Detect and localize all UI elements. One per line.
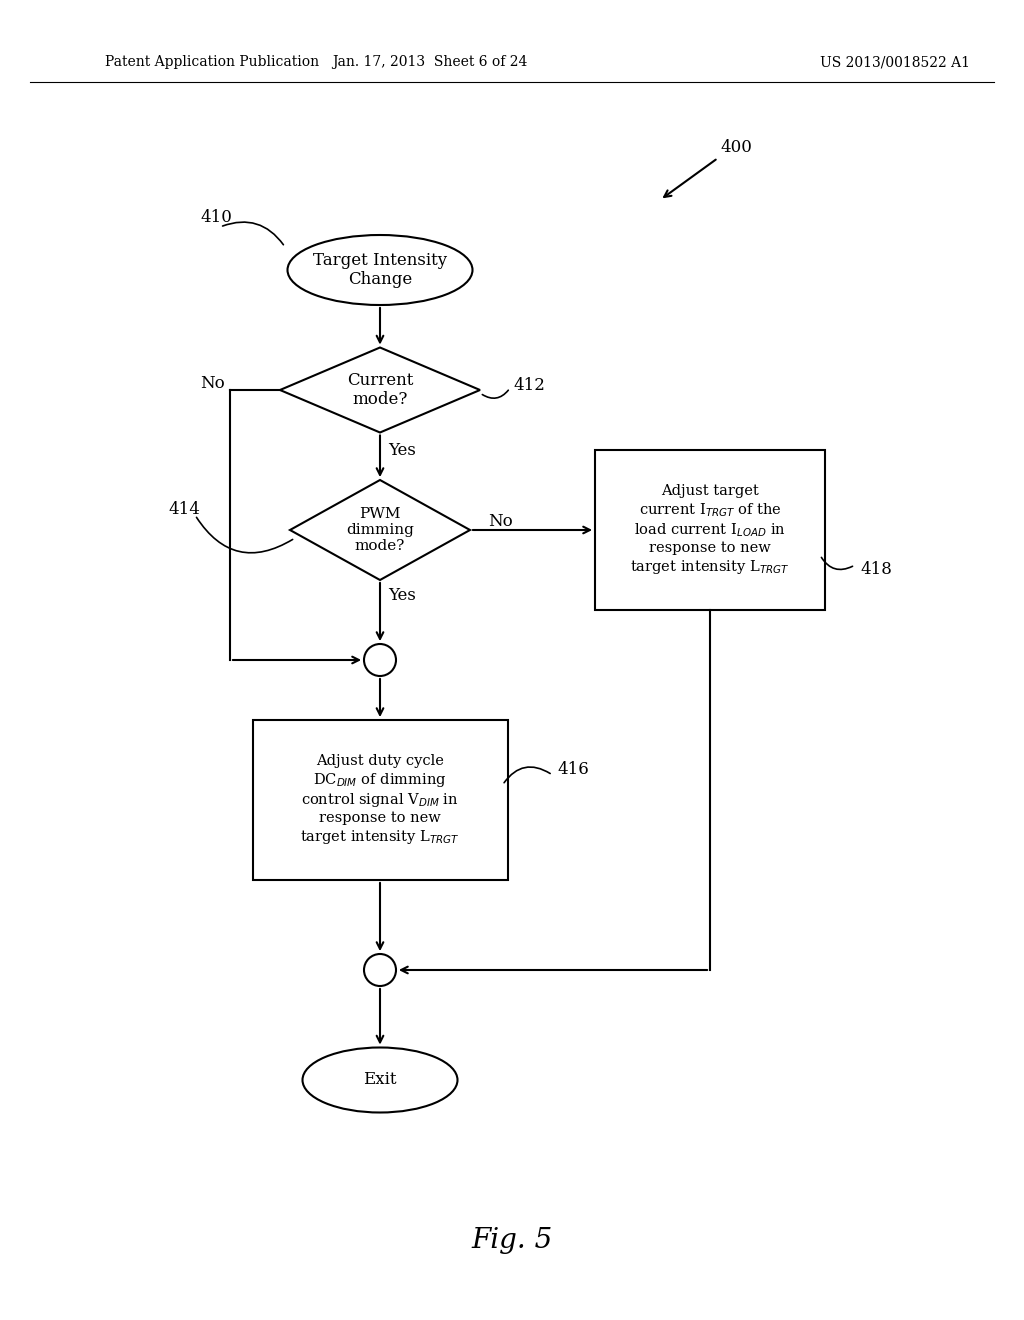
Text: Current
mode?: Current mode? (347, 372, 414, 408)
Text: No: No (201, 375, 225, 392)
Text: Patent Application Publication: Patent Application Publication (105, 55, 319, 69)
Text: Fig. 5: Fig. 5 (471, 1226, 553, 1254)
Text: 414: 414 (168, 502, 200, 519)
Text: Adjust target
current I$_{TRGT}$ of the
load current I$_{LOAD}$ in
response to n: Adjust target current I$_{TRGT}$ of the … (631, 484, 790, 576)
Text: Yes: Yes (388, 586, 416, 603)
Text: Yes: Yes (388, 442, 416, 459)
Text: No: No (488, 513, 513, 531)
Text: 416: 416 (557, 762, 589, 779)
Text: Exit: Exit (364, 1072, 396, 1089)
Text: Adjust duty cycle
DC$_{DIM}$ of dimming
control signal V$_{DIM}$ in
response to : Adjust duty cycle DC$_{DIM}$ of dimming … (300, 754, 460, 846)
Bar (253, 719, 508, 880)
Text: 412: 412 (513, 376, 545, 393)
Text: Target Intensity
Change: Target Intensity Change (313, 252, 447, 288)
Text: Jan. 17, 2013  Sheet 6 of 24: Jan. 17, 2013 Sheet 6 of 24 (333, 55, 527, 69)
Text: 400: 400 (720, 140, 752, 157)
Text: 410: 410 (200, 210, 231, 227)
Text: 418: 418 (860, 561, 892, 578)
Text: PWM
dimming
mode?: PWM dimming mode? (346, 507, 414, 553)
Bar (595, 450, 825, 610)
Text: US 2013/0018522 A1: US 2013/0018522 A1 (820, 55, 970, 69)
